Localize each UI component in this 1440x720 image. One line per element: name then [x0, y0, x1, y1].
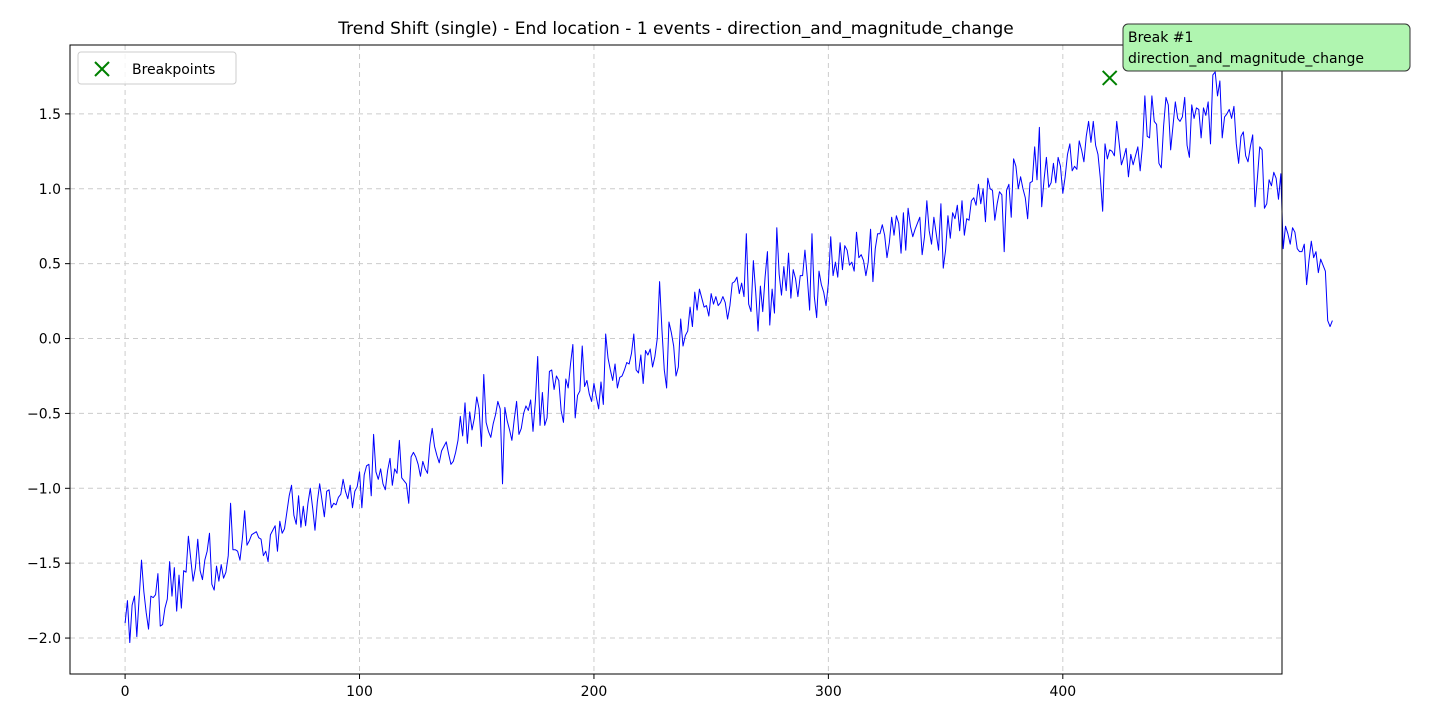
x-tick-label: 0: [121, 684, 130, 700]
x-tick-label: 200: [581, 684, 608, 700]
breakpoint-annotation: Break #1 direction_and_magnitude_change: [1122, 23, 1411, 72]
annotation-line2: direction_and_magnitude_change: [1128, 51, 1364, 67]
series-layer: [124, 71, 1333, 644]
y-tick-label: 1.5: [39, 107, 61, 123]
breakpoint-marker-stroke: [1101, 70, 1118, 86]
y-axis: −2.0 −1.5 −1.0 −0.5 0.0 0.5 1.0 1.5: [27, 107, 70, 647]
y-tick-label: −1.0: [27, 481, 61, 497]
x-tick-label: 300: [815, 684, 842, 700]
x-tick-label: 100: [346, 684, 373, 700]
chart-title: Trend Shift (single) - End location - 1 …: [337, 19, 1014, 39]
plot-frame: [69, 44, 1283, 675]
x-tick-label: 400: [1049, 684, 1076, 700]
breakpoint-layer: [1101, 70, 1118, 86]
annotation-line1: Break #1: [1128, 30, 1193, 46]
legend-box: [77, 51, 237, 85]
y-tick-label: 0.5: [39, 257, 61, 273]
grid-lines: [70, 45, 1282, 674]
y-tick-label: 0.0: [39, 332, 61, 348]
series-line: [124, 71, 1333, 644]
legend-label: Breakpoints: [132, 62, 215, 78]
y-tick-label: −2.0: [27, 631, 61, 647]
y-tick-label: −0.5: [27, 406, 61, 422]
y-tick-label: 1.0: [39, 182, 61, 198]
x-axis: 0 100 200 300 400: [121, 674, 1076, 700]
legend: Breakpoints: [77, 51, 237, 85]
y-tick-label: −1.5: [27, 556, 61, 572]
annotation-box: [1122, 23, 1411, 72]
legend-marker-x-icon: [94, 61, 110, 77]
breakpoint-marker-x-icon: [1101, 70, 1118, 86]
